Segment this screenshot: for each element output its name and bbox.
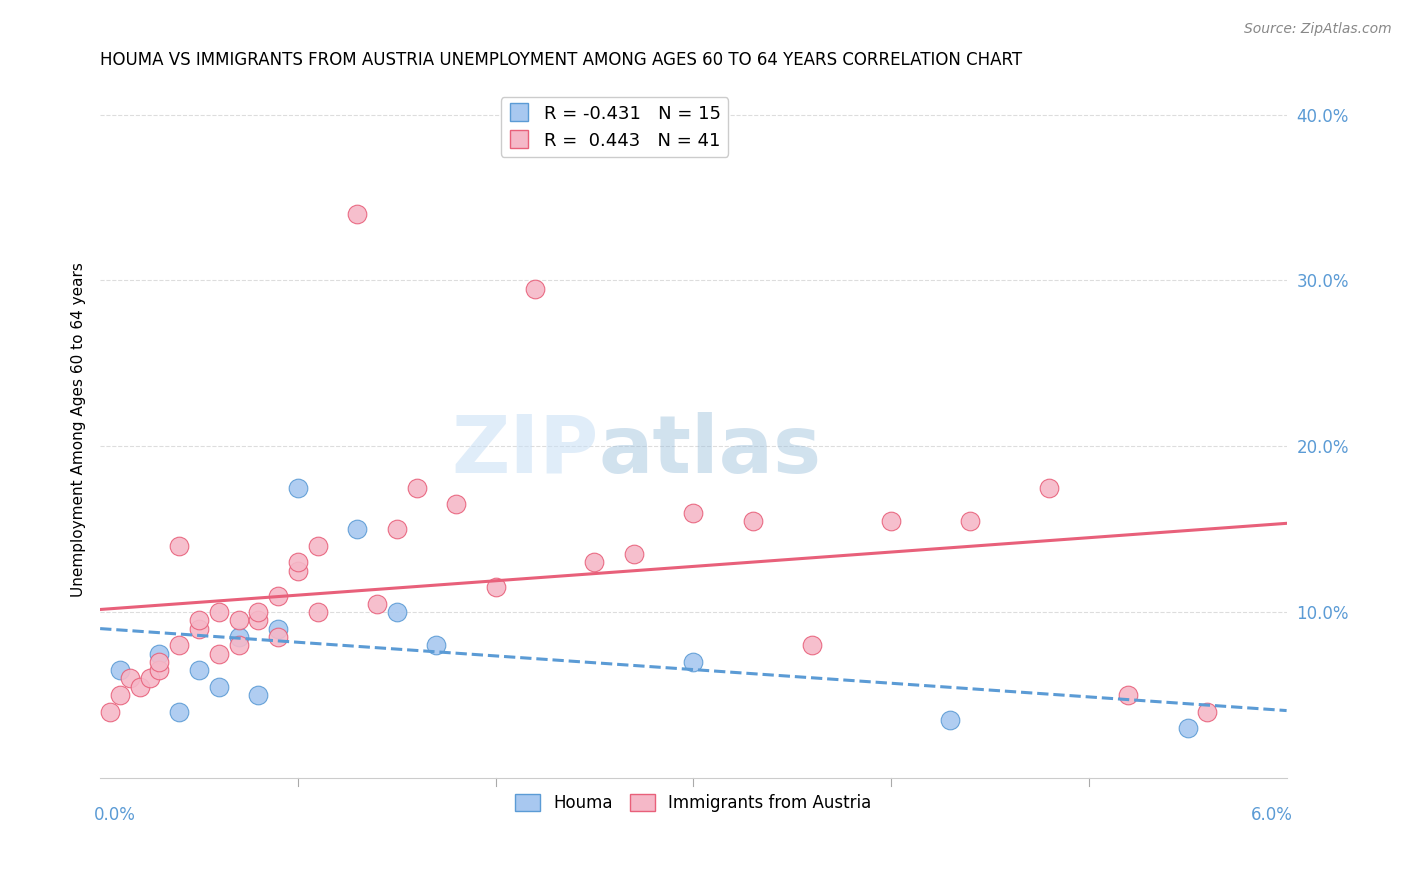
- Point: [118, 672, 141, 686]
- Point: [1038, 481, 1060, 495]
- Point: [287, 481, 309, 495]
- Point: [108, 688, 131, 702]
- Point: [228, 638, 250, 652]
- Text: atlas: atlas: [599, 411, 821, 490]
- Point: [208, 605, 231, 619]
- Y-axis label: Unemployment Among Ages 60 to 64 years: Unemployment Among Ages 60 to 64 years: [72, 262, 86, 597]
- Legend: Houma, Immigrants from Austria: Houma, Immigrants from Austria: [509, 787, 879, 819]
- Point: [346, 207, 368, 221]
- Point: [148, 647, 170, 661]
- Point: [1197, 705, 1219, 719]
- Point: [188, 614, 211, 628]
- Text: ZIP: ZIP: [451, 411, 599, 490]
- Point: [385, 605, 408, 619]
- Point: [583, 555, 606, 569]
- Point: [228, 614, 250, 628]
- Point: [128, 680, 150, 694]
- Point: [267, 622, 290, 636]
- Point: [682, 655, 704, 669]
- Point: [939, 713, 962, 727]
- Point: [267, 630, 290, 644]
- Point: [444, 497, 467, 511]
- Point: [167, 638, 190, 652]
- Point: [287, 564, 309, 578]
- Point: [188, 663, 211, 677]
- Text: Source: ZipAtlas.com: Source: ZipAtlas.com: [1244, 22, 1392, 37]
- Point: [623, 547, 645, 561]
- Point: [108, 663, 131, 677]
- Point: [247, 688, 270, 702]
- Point: [247, 614, 270, 628]
- Point: [287, 555, 309, 569]
- Point: [208, 647, 231, 661]
- Point: [741, 514, 763, 528]
- Point: [425, 638, 447, 652]
- Point: [959, 514, 981, 528]
- Point: [98, 705, 121, 719]
- Point: [138, 672, 160, 686]
- Point: [228, 630, 250, 644]
- Point: [188, 622, 211, 636]
- Point: [485, 580, 508, 594]
- Point: [167, 705, 190, 719]
- Point: [405, 481, 427, 495]
- Point: [267, 589, 290, 603]
- Point: [524, 282, 547, 296]
- Text: 6.0%: 6.0%: [1251, 805, 1292, 824]
- Point: [148, 663, 170, 677]
- Point: [880, 514, 903, 528]
- Point: [801, 638, 824, 652]
- Point: [366, 597, 388, 611]
- Point: [167, 539, 190, 553]
- Point: [307, 539, 329, 553]
- Point: [385, 522, 408, 536]
- Point: [208, 680, 231, 694]
- Point: [682, 506, 704, 520]
- Point: [1118, 688, 1140, 702]
- Point: [346, 522, 368, 536]
- Text: 0.0%: 0.0%: [94, 805, 136, 824]
- Point: [307, 605, 329, 619]
- Point: [247, 605, 270, 619]
- Point: [148, 655, 170, 669]
- Text: HOUMA VS IMMIGRANTS FROM AUSTRIA UNEMPLOYMENT AMONG AGES 60 TO 64 YEARS CORRELAT: HOUMA VS IMMIGRANTS FROM AUSTRIA UNEMPLO…: [100, 51, 1022, 69]
- Point: [1177, 721, 1199, 735]
